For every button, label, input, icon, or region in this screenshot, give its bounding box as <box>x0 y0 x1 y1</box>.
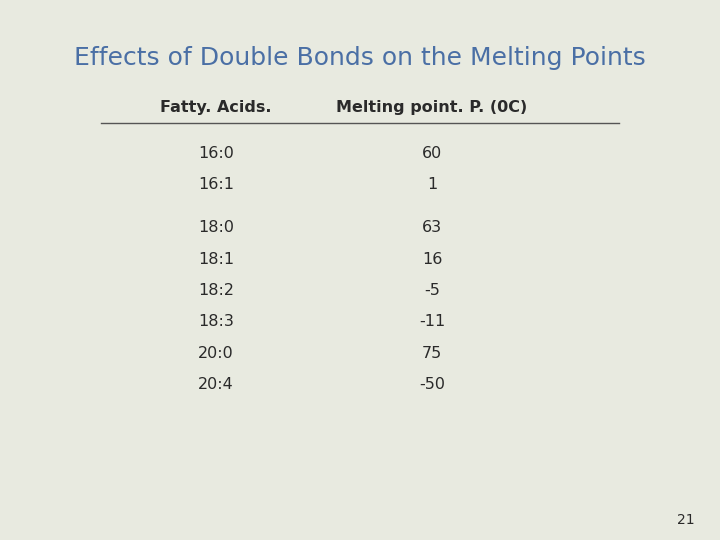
Text: Effects of Double Bonds on the Melting Points: Effects of Double Bonds on the Melting P… <box>74 46 646 70</box>
Text: -50: -50 <box>419 377 445 392</box>
Text: 63: 63 <box>422 220 442 235</box>
Text: 20:0: 20:0 <box>198 346 234 361</box>
Text: 16:0: 16:0 <box>198 146 234 161</box>
Text: 18:0: 18:0 <box>198 220 234 235</box>
Text: 21: 21 <box>678 512 695 526</box>
Text: 16: 16 <box>422 252 442 267</box>
Text: 60: 60 <box>422 146 442 161</box>
Text: 18:3: 18:3 <box>198 314 234 329</box>
Text: Fatty. Acids.: Fatty. Acids. <box>161 100 271 115</box>
Text: Melting point. P. (0C): Melting point. P. (0C) <box>336 100 528 115</box>
Text: 75: 75 <box>422 346 442 361</box>
Text: 16:1: 16:1 <box>198 177 234 192</box>
Text: 18:1: 18:1 <box>198 252 234 267</box>
Text: 18:2: 18:2 <box>198 283 234 298</box>
Text: 20:4: 20:4 <box>198 377 234 392</box>
Text: 1: 1 <box>427 177 437 192</box>
Text: -11: -11 <box>419 314 445 329</box>
Text: -5: -5 <box>424 283 440 298</box>
